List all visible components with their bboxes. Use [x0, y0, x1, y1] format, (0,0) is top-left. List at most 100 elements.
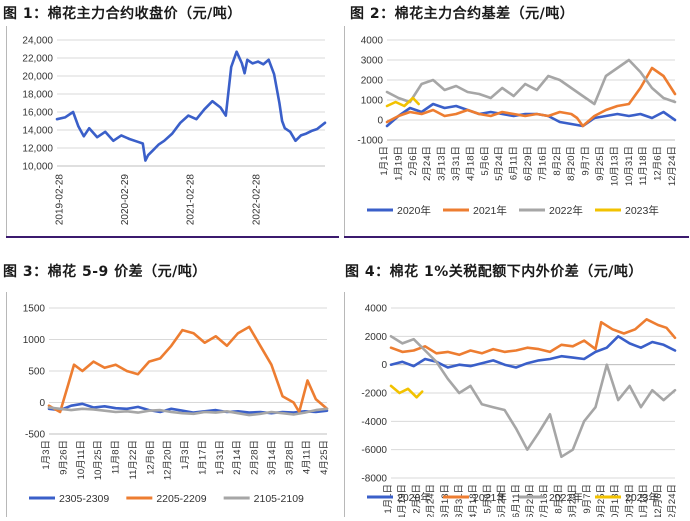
y-tick-label: 500 [28, 367, 45, 378]
y-tick-label: 0 [39, 398, 45, 409]
x-tick-label: 1月17日 [197, 440, 208, 475]
x-tick-label: 10月31日 [624, 484, 635, 517]
y-tick-label: -1000 [357, 136, 383, 147]
chart-panel-2: -1000 0 1000 2000 3000 4000 1月1日 1月19日 2月6日 2月24日… [344, 26, 689, 236]
x-tick-label: 6月29日 [523, 146, 534, 181]
legend-label: 2205-2209 [156, 493, 206, 505]
legend-label: 2021年 [473, 491, 507, 504]
x-tick-label: 11月22日 [128, 440, 139, 479]
x-tick-label: 4月18日 [465, 146, 476, 181]
caption-fig4: 图 4：棉花 1%关税配额下内外价差（元/吨） [345, 264, 643, 280]
x-tick-label: 2月6日 [408, 146, 419, 176]
x-tick-label: 2020-02-29 [120, 174, 131, 226]
x-tick-label: 2月28日 [250, 440, 261, 475]
x-tick-label: 2月24日 [422, 146, 433, 181]
x-tick-label: 9月25日 [595, 146, 606, 181]
x-tick-label: 12月6日 [145, 440, 156, 475]
chart-2: -1000 0 1000 2000 3000 4000 1月1日 1月19日 2月6日 2月24日… [357, 36, 678, 218]
x-tick-label: 12月24日 [667, 484, 678, 517]
x-tick-label: 1月3日 [41, 440, 52, 470]
y-tick-label: 2000 [365, 332, 388, 343]
caption-fig2: 图 2：棉花主力合约基差（元/吨） [350, 6, 575, 22]
x-tick-label: 12月6日 [653, 146, 664, 181]
legend-label: 2020年 [397, 204, 431, 217]
chart-1: 10,000 12,000 14,000 16,000 18,000 20,000 22,0… [22, 36, 327, 226]
x-tick-label: 1月1日 [383, 484, 394, 514]
y-tick-label: -8000 [361, 474, 387, 485]
y-tick-label: 24,000 [22, 36, 53, 47]
x-tick-label: 3月31日 [454, 484, 465, 517]
chart-3: -500 0 500 1000 1500 1月3日 9月26日 10月11日 10月25日 11月… [23, 304, 330, 506]
x-tick-label: 9月25日 [596, 484, 607, 517]
series-line [389, 334, 677, 459]
x-tick-label: 8月20日 [568, 484, 579, 517]
legend-label: 2023年 [625, 491, 659, 504]
x-tick-label: 9月7日 [582, 484, 593, 514]
series-line [385, 58, 677, 106]
x-tick-label: 3月13日 [440, 484, 451, 517]
x-tick-label: 8月20日 [566, 146, 577, 181]
y-tick-label: 1500 [23, 304, 46, 315]
x-tick-label: 12月24日 [667, 146, 678, 186]
x-tick-label: 1月3日 [180, 440, 191, 470]
x-tick-label: 10月13日 [609, 146, 620, 186]
series-line [55, 50, 327, 162]
caption-fig3: 图 3：棉花 5-9 价差（元/吨） [3, 264, 207, 280]
y-tick-label: 4000 [361, 36, 384, 47]
x-tick-label: 5月6日 [480, 146, 491, 176]
x-tick-label: 4月11日 [302, 440, 313, 474]
legend-label: 2020年 [397, 491, 431, 504]
chart-panel-3: -500 0 500 1000 1500 1月3日 9月26日 10月11日 10月25日 11月… [6, 292, 339, 517]
legend-label: 2021年 [473, 204, 507, 217]
x-tick-label: 9月7日 [581, 146, 592, 176]
x-tick-label: 7月16日 [539, 484, 550, 517]
chart-panel-1: 10,000 12,000 14,000 16,000 18,000 20,000 22,0… [6, 26, 339, 236]
x-tick-label: 1月19日 [393, 146, 404, 181]
x-tick-label: 6月29日 [525, 484, 536, 517]
series-line [385, 96, 420, 108]
x-tick-label: 8月2日 [553, 484, 564, 514]
y-tick-label: 0 [381, 360, 387, 371]
y-tick-label: 16,000 [22, 108, 53, 119]
x-tick-label: 4月25日 [319, 440, 330, 475]
y-tick-label: 1000 [23, 335, 46, 346]
series-line [47, 406, 329, 417]
y-tick-label: 4000 [365, 304, 388, 315]
x-tick-label: 1月31日 [215, 440, 226, 475]
series-line [389, 317, 677, 357]
y-tick-label: 10,000 [22, 162, 53, 173]
y-tick-label: 20,000 [22, 72, 53, 83]
y-tick-label: 14,000 [22, 126, 53, 137]
x-tick-label: 2月24日 [426, 484, 437, 517]
x-tick-label: 10月11日 [76, 440, 87, 479]
y-tick-label: 1000 [361, 96, 384, 107]
x-tick-label: 2019-02-28 [54, 174, 65, 226]
y-tick-label: 12,000 [22, 144, 53, 155]
x-tick-label: 9月26日 [58, 440, 69, 475]
x-tick-label: 3月14日 [267, 440, 278, 475]
x-tick-label: 10月25日 [93, 440, 104, 480]
x-tick-label: 2月14日 [232, 440, 243, 475]
y-tick-label: 2000 [361, 76, 384, 87]
x-tick-label: 3月31日 [451, 146, 462, 181]
x-tick-label: 2021-02-28 [186, 174, 197, 226]
panel-border [344, 236, 689, 238]
y-tick-label: -6000 [361, 445, 387, 456]
series-line [385, 66, 677, 128]
legend-label: 2023年 [625, 204, 659, 217]
legend-label: 2305-2309 [59, 493, 109, 505]
x-tick-label: 2月6日 [411, 484, 422, 514]
x-tick-label: 5月24日 [494, 146, 505, 181]
y-tick-label: 22,000 [22, 54, 53, 65]
x-tick-label: 11月18日 [639, 484, 650, 517]
legend-label: 2105-2109 [254, 493, 304, 505]
x-tick-label: 11月8日 [111, 440, 122, 474]
x-tick-label: 2022-02-28 [251, 174, 262, 226]
panel-border [6, 236, 339, 238]
x-tick-label: 10月31日 [624, 146, 635, 186]
x-tick-label: 3月13日 [437, 146, 448, 181]
caption-fig1: 图 1：棉花主力合约收盘价（元/吨） [3, 6, 242, 22]
y-tick-label: 18,000 [22, 90, 53, 101]
x-tick-label: 4月18日 [468, 484, 479, 517]
